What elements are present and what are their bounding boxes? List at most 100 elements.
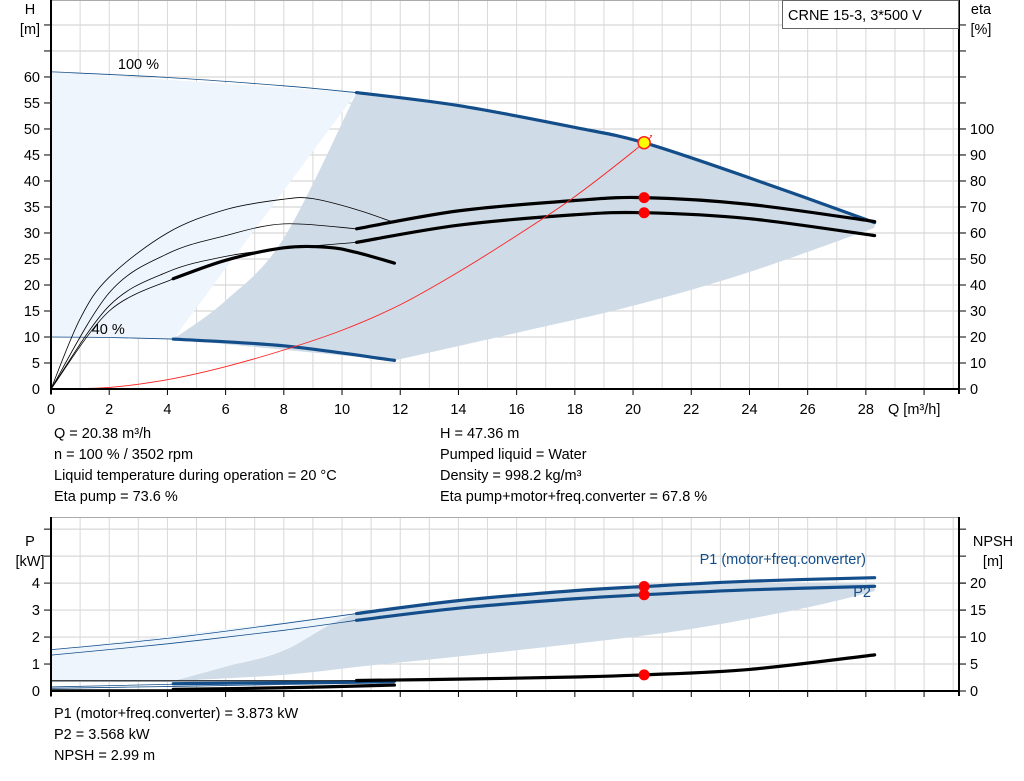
x-axis-label: Q [m³/h]: [888, 402, 940, 418]
operating-range-light: [51, 71, 357, 340]
curve-thick-p1-100: [354, 576, 877, 616]
eta-pump-value: Eta pump = 73.6 %: [54, 489, 178, 505]
p2-value: P2 = 3.568 kW: [54, 727, 150, 743]
speed-value: n = 100 % / 3502 rpm: [54, 447, 194, 463]
x-tick-label: 20: [625, 402, 641, 418]
curve-thin-head-40: [50, 336, 174, 340]
y-right-tick-label: 80: [970, 174, 986, 190]
eta-total-value: Eta pump+motor+freq.converter = 67.8 %: [440, 489, 708, 505]
duty-info-right: H = 47.36 m Pumped liquid = Water Densit…: [440, 424, 707, 508]
x-tick-label: 4: [163, 402, 171, 418]
y-tick-label: 50: [24, 122, 40, 138]
y-tick-label: 4: [32, 576, 40, 592]
y-right-tick-label: 10: [970, 356, 986, 372]
x-tick-label: 6: [222, 402, 230, 418]
density-value: Density = 998.2 kg/m³: [440, 468, 582, 484]
x-tick-label: 26: [800, 402, 816, 418]
y-axis-label-right: NPSH: [973, 534, 1013, 550]
x-tick-label: 16: [509, 402, 525, 418]
y-tick-label: 2: [32, 630, 40, 646]
y-tick-label: 1: [32, 657, 40, 673]
y-axis-label-left: H: [25, 2, 35, 18]
y-tick-label: 35: [24, 200, 40, 216]
curve-eta-pump-40: [50, 197, 395, 390]
curve-npsh-100: [50, 653, 877, 683]
y-axis-label-right: [m]: [983, 554, 1003, 570]
duty-point: [638, 589, 650, 601]
duty-point: [638, 207, 650, 219]
head-eta-chart: 0510152025303540455055600102030405060708…: [20, 0, 994, 418]
x-tick-label: 24: [741, 402, 757, 418]
y-right-tick-label: 50: [970, 252, 986, 268]
y-right-tick-label: 0: [970, 684, 978, 700]
curve-eta-total-40: [50, 244, 397, 390]
y-tick-label: 20: [24, 278, 40, 294]
x-tick-label: 12: [392, 402, 408, 418]
y-right-tick-label: 15: [970, 603, 986, 619]
p1-value: P1 (motor+freq.converter) = 3.873 kW: [54, 706, 299, 722]
y-axis-label-left: [m]: [20, 22, 40, 38]
npsh-value: NPSH = 2.99 m: [54, 748, 156, 764]
y-tick-label: 40: [24, 174, 40, 190]
curve-thick-npsh-100: [354, 653, 877, 683]
curve-thick-npsh-40: [171, 683, 397, 691]
curve-thin-p1-40: [50, 683, 174, 688]
curve-thin-head-100: [50, 71, 357, 93]
y-right-tick-label: 90: [970, 148, 986, 164]
curve-thin-eta-total-40: [50, 278, 174, 390]
y-right-tick-label: 100: [970, 122, 994, 138]
y-tick-label: 15: [24, 304, 40, 320]
y-tick-label: 30: [24, 226, 40, 242]
y-right-tick-label: 60: [970, 226, 986, 242]
y-tick-label: 3: [32, 603, 40, 619]
y-axis-label-left: P: [25, 534, 35, 550]
curve-thin-p2-100: [50, 619, 357, 656]
duty-point: [637, 135, 651, 150]
curve-head-100: [50, 71, 877, 225]
y-tick-label: 25: [24, 252, 40, 268]
x-tick-label: 8: [280, 402, 288, 418]
speed-label: 100 %: [118, 57, 159, 73]
x-tick-label: 18: [567, 402, 583, 418]
x-tick-label: 14: [450, 402, 466, 418]
flow-value: Q = 20.38 m³/h: [54, 426, 152, 442]
x-tick-label: 22: [683, 402, 699, 418]
curve-thick-eta-pump-100: [354, 195, 877, 231]
curve-thin-eta-pump-40: [50, 197, 395, 390]
y-tick-label: 10: [24, 330, 40, 346]
y-tick-label: 0: [32, 382, 40, 398]
y-axis-label-right: [%]: [971, 22, 992, 38]
chart-title: CRNE 15-3, 3*500 V: [788, 8, 922, 24]
curve-thick-head-100: [354, 90, 877, 225]
curve-head-40: [50, 336, 397, 362]
operating-range-dark: [173, 583, 875, 682]
y-right-tick-label: 30: [970, 304, 986, 320]
y-right-tick-label: 0: [970, 382, 978, 398]
head-value: H = 47.36 m: [440, 426, 520, 442]
y-right-tick-label: 10: [970, 630, 986, 646]
x-tick-label: 0: [47, 402, 55, 418]
y-right-tick-label: 40: [970, 278, 986, 294]
power-info: P1 (motor+freq.converter) = 3.873 kW P2 …: [54, 704, 298, 767]
curve-p2-40: [50, 682, 395, 689]
y-tick-label: 0: [32, 684, 40, 700]
power-npsh-chart: 0 1 2 3 4 0 5 10 15 20 P [kW] NPSH [m] P1 (motor+freq.…: [16, 517, 1013, 700]
curve-system-curve: [50, 134, 653, 390]
curve-thick-eta-total-100: [354, 210, 877, 244]
y-right-tick-label: 20: [970, 576, 986, 592]
series-label-p1: P1 (motor+freq.converter): [700, 552, 866, 568]
operating-range-dark: [173, 92, 875, 361]
y-right-tick-label: 5: [970, 657, 978, 673]
y-tick-label: 5: [32, 356, 40, 372]
curve-thick-eta-total-40: [171, 244, 397, 281]
curve-thin-p2-40: [50, 682, 395, 689]
curve-thin-eta-pump-100: [50, 223, 357, 390]
title-box: [782, 0, 959, 29]
y-axis-label-left: [kW]: [16, 554, 45, 570]
curve-thick-head-40: [171, 337, 397, 362]
duty-info-left: Q = 20.38 m³/h n = 100 % / 3502 rpm Liqu…: [54, 424, 337, 508]
curve-eta-pump-100: [50, 195, 877, 390]
y-tick-label: 55: [24, 96, 40, 112]
duty-point: [638, 192, 650, 204]
